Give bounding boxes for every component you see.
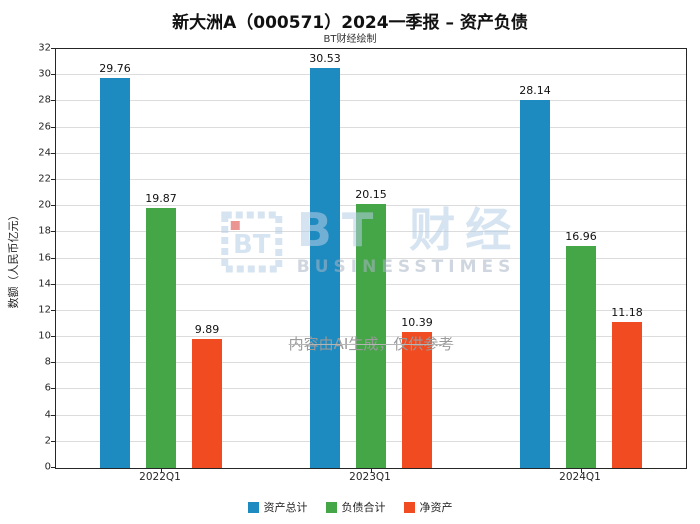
x-tick-label: 2023Q1: [349, 471, 391, 483]
bar-value-label: 20.15: [355, 188, 387, 202]
x-tick-mark: [371, 468, 372, 473]
y-tick-mark: [51, 231, 56, 233]
bar-value-label: 9.89: [194, 322, 220, 336]
y-tick-mark: [51, 467, 56, 468]
y-tick-mark: [51, 283, 56, 285]
y-tick-mark: [51, 74, 56, 76]
x-tick-label: 2024Q1: [559, 471, 601, 483]
gridline: [56, 126, 686, 128]
bar-group-2022Q1: 29.76 19.87 9.89: [56, 49, 266, 468]
y-tick-mark: [51, 440, 56, 442]
gridline: [56, 74, 686, 76]
gridline: [56, 178, 686, 180]
y-tick-label: 14: [38, 278, 51, 290]
x-tick-label: 2022Q1: [139, 471, 181, 483]
y-tick-label: 8: [44, 356, 51, 368]
x-tick-mark: [581, 468, 582, 473]
bar-slot: 30.53: [309, 49, 341, 468]
bar-资产总计-2022Q1: 29.76: [99, 62, 131, 468]
y-tick-label: 28: [38, 94, 51, 106]
gridline: [56, 100, 686, 102]
y-tick-label: 10: [38, 330, 51, 342]
legend-item-净资产: 净资产: [403, 499, 453, 515]
y-tick-label: 32: [38, 42, 51, 54]
y-tick-label: 2: [44, 435, 51, 447]
bar-slot: 28.14: [519, 49, 551, 468]
legend-swatch: [403, 501, 415, 513]
y-tick-label: 30: [38, 68, 51, 80]
bar-value-label: 30.53: [309, 52, 341, 66]
bar-groups: 29.76 19.87 9.89 30.53 20.15 10.39 28.14 16.96 1…: [56, 49, 686, 468]
bar-value-label: 16.96: [565, 229, 597, 243]
y-tick-mark: [51, 257, 56, 259]
y-tick-mark: [51, 178, 56, 180]
y-tick-mark: [51, 336, 56, 338]
bar-slot: 20.15: [355, 49, 387, 468]
y-tick-mark: [51, 414, 56, 416]
bar-slot: 19.87: [145, 49, 177, 468]
legend-swatch: [325, 501, 337, 513]
bar-slot: 29.76: [99, 49, 131, 468]
bar-value-label: 29.76: [99, 62, 131, 76]
x-axis-tick-labels: 2022Q1 2023Q1 2024Q1: [55, 471, 685, 483]
bar-slot: 11.18: [611, 49, 643, 468]
y-tick-mark: [51, 205, 56, 207]
y-tick-label: 12: [38, 304, 51, 316]
y-tick-label: 4: [44, 409, 51, 421]
legend-label: 资产总计: [263, 501, 308, 514]
y-axis-title: 数额（人民币亿元）: [7, 209, 20, 309]
plot-area: BT BT 财经 BUSINESSTIMES 内容由AI生成，仅供参考 29.7…: [51, 48, 687, 473]
bar-value-label: 19.87: [145, 191, 177, 205]
bar-slot: 9.89: [192, 49, 222, 468]
y-tick-mark: [51, 48, 56, 49]
legend: 资产总计 负债合计 净资产: [0, 499, 700, 515]
bar-资产总计-2023Q1: 30.53: [309, 52, 341, 468]
bar-value-label: 11.18: [611, 305, 643, 319]
chart-title: 新大洲A（000571）2024一季报 – 资产负债: [172, 13, 528, 33]
bar-负债合计-2024Q1: 16.96: [565, 230, 597, 468]
bar-净资产-2024Q1: 11.18: [611, 306, 643, 468]
y-tick-mark: [51, 388, 56, 390]
bar-负债合计-2023Q1: 20.15: [355, 188, 387, 468]
legend-swatch: [247, 501, 259, 513]
legend-label: 净资产: [419, 501, 453, 514]
gridline: [56, 152, 686, 154]
y-tick-label: 24: [38, 147, 51, 159]
y-tick-label: 26: [38, 121, 51, 133]
y-tick-mark: [51, 309, 56, 311]
bar-value-label: 10.39: [401, 315, 433, 329]
bar-资产总计-2024Q1: 28.14: [519, 84, 551, 468]
bar-净资产-2023Q1: 10.39: [401, 316, 433, 468]
legend-item-资产总计: 资产总计: [247, 499, 308, 515]
bar-净资产-2022Q1: 9.89: [192, 323, 222, 468]
bar-value-label: 28.14: [519, 83, 551, 97]
y-tick-label: 0: [44, 461, 51, 473]
y-tick-mark: [51, 126, 56, 128]
y-tick-label: 22: [38, 173, 51, 185]
bar-负债合计-2022Q1: 19.87: [145, 192, 177, 468]
y-tick-mark: [51, 362, 56, 364]
y-tick-label: 6: [44, 382, 51, 394]
bar-slot: 10.39: [401, 49, 433, 468]
legend-label: 负债合计: [341, 501, 386, 514]
chart-subtitle: BT财经绘制: [323, 34, 377, 45]
legend-item-负债合计: 负债合计: [325, 499, 386, 515]
x-tick-mark: [161, 468, 162, 473]
y-tick-mark: [51, 100, 56, 102]
bar-group-2024Q1: 28.14 16.96 11.18: [476, 49, 686, 468]
y-tick-label: 16: [38, 252, 51, 263]
y-tick-label: 20: [38, 199, 51, 211]
y-axis-tick-labels: 0 2 4 6 8 10 12 14 16 18 20 22 24 26 28 30 32: [25, 43, 51, 473]
bar-group-2023Q1: 30.53 20.15 10.39: [266, 49, 476, 468]
y-tick-label: 18: [38, 225, 51, 237]
y-tick-mark: [51, 152, 56, 154]
bar-slot: 16.96: [565, 49, 597, 468]
